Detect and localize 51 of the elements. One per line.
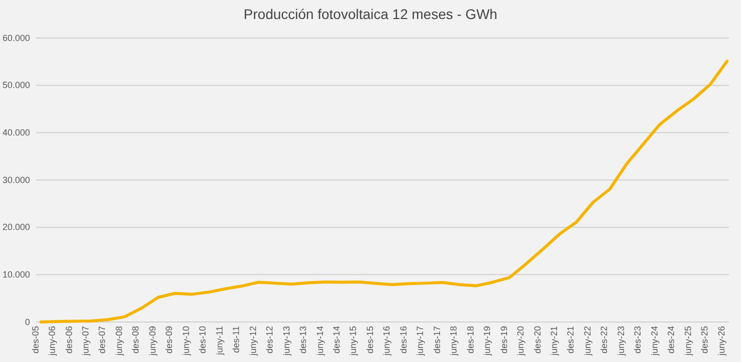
x-tick-label: juny-25 <box>682 326 693 357</box>
x-tick-label: des-20 <box>532 326 542 354</box>
x-tick-label: juny-10 <box>180 326 191 357</box>
x-tick-label: des-17 <box>432 326 442 354</box>
x-tick-label: juny-11 <box>214 326 224 356</box>
x-tick-label: juny-26 <box>716 326 726 357</box>
x-tick-label: juny-06 <box>47 326 58 357</box>
x-tick-label: juny-12 <box>248 326 258 357</box>
x-tick-label: des-06 <box>64 326 74 354</box>
x-tick-label: des-09 <box>164 326 174 354</box>
x-tick-label: des-21 <box>566 326 576 354</box>
x-tick-label: des-13 <box>298 326 308 354</box>
x-tick-label: des-12 <box>264 326 275 354</box>
x-tick-label: des-15 <box>364 326 375 354</box>
x-tick-label: juny-22 <box>582 326 592 357</box>
x-tick-label: juny-18 <box>448 326 459 357</box>
x-tick-label: des-16 <box>398 326 408 354</box>
line-series <box>40 60 728 324</box>
x-tick-label: juny-23 <box>616 326 626 357</box>
x-tick-label: juny-21 <box>548 326 559 357</box>
x-tick-label: des-11 <box>231 326 242 353</box>
x-tick-label: des-19 <box>498 326 509 354</box>
x-tick-label: des-08 <box>130 326 141 354</box>
x-tick-label: juny-13 <box>281 326 292 357</box>
x-tick-label: des-14 <box>331 326 342 354</box>
x-tick-label: des-23 <box>632 326 643 354</box>
x-tick-label: juny-24 <box>649 326 660 357</box>
x-tick-label: des-24 <box>666 326 676 354</box>
x-tick-label: juny-15 <box>348 326 358 357</box>
x-tick-label: juny-08 <box>114 326 124 357</box>
x-tick-label: juny-14 <box>314 326 325 357</box>
y-tick-label: 10.000 <box>2 270 30 280</box>
x-tick-label: juny-19 <box>482 326 492 357</box>
y-tick-label: 20.000 <box>2 222 30 232</box>
y-tick-label: 50.000 <box>2 80 30 90</box>
x-tick-label: juny-17 <box>415 326 426 357</box>
x-tick-label: des-25 <box>700 326 710 354</box>
x-tick-label: juny-07 <box>80 326 90 357</box>
x-tick-label: des-07 <box>97 326 108 354</box>
x-tick-label: des-18 <box>465 326 476 354</box>
chart-title: Producción fotovoltaica 12 meses - GWh <box>244 6 498 22</box>
x-tick-label: juny-16 <box>382 326 392 357</box>
y-tick-label: 0 <box>24 316 30 327</box>
y-tick-label: 40.000 <box>2 128 30 138</box>
x-tick-label: des-22 <box>599 326 610 354</box>
y-tick-label: 60.000 <box>2 32 30 43</box>
y-tick-label: 30.000 <box>2 174 30 185</box>
x-tick-label: des-05 <box>30 326 40 354</box>
x-tick-label: juny-20 <box>516 326 526 357</box>
x-tick-label: juny-09 <box>147 326 158 357</box>
x-tick-label: des-10 <box>198 326 208 354</box>
